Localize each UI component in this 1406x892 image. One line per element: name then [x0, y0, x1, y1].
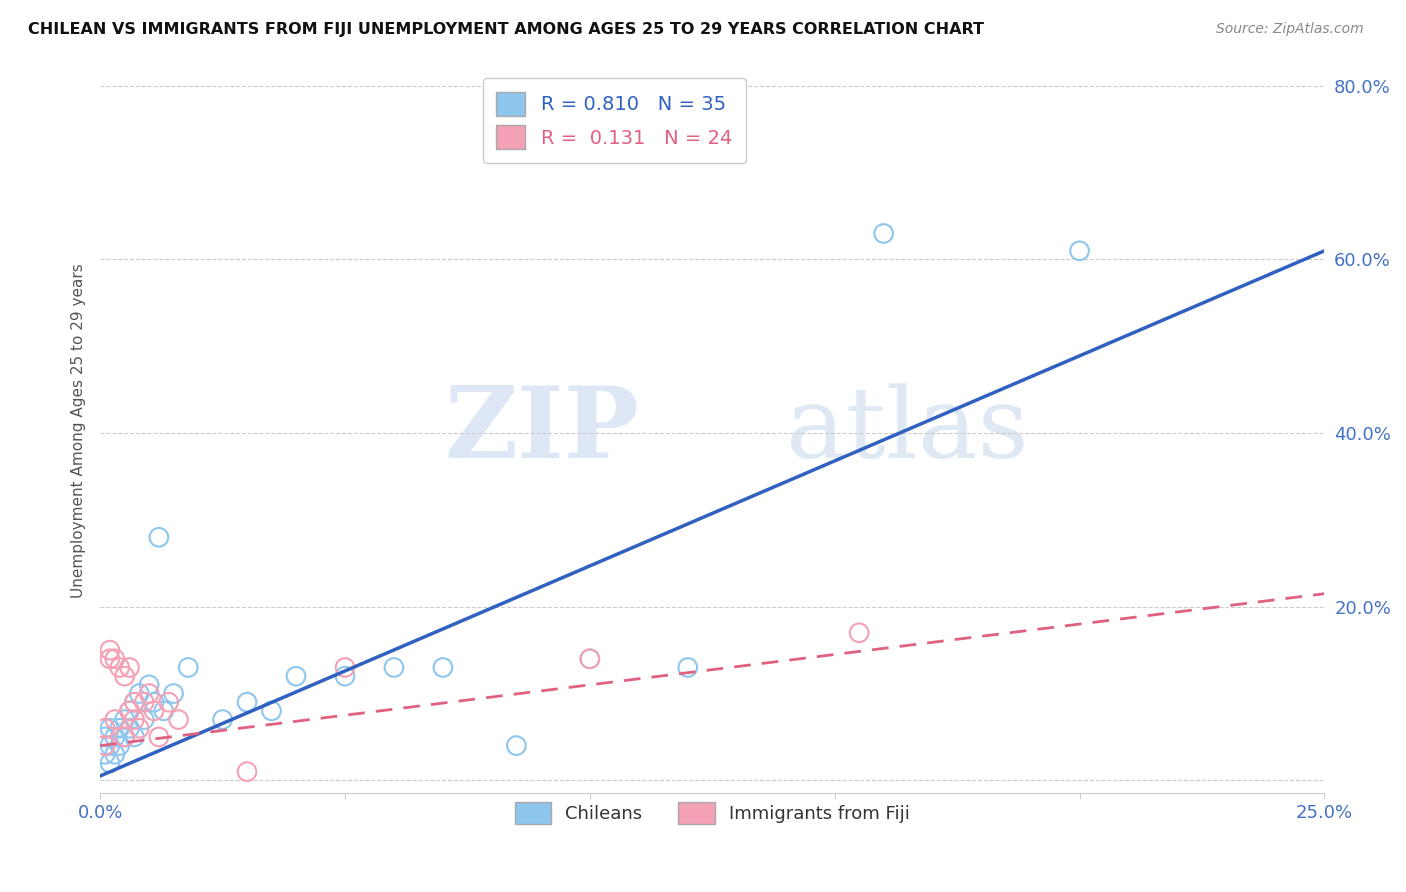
Point	[128, 686, 150, 700]
Point	[98, 643, 121, 657]
Point	[128, 721, 150, 735]
Point	[872, 227, 894, 241]
Point	[177, 660, 200, 674]
Point	[118, 704, 141, 718]
Point	[98, 756, 121, 770]
Point	[236, 764, 259, 779]
Point	[94, 747, 117, 762]
Point	[124, 695, 146, 709]
Point	[432, 660, 454, 674]
Text: CHILEAN VS IMMIGRANTS FROM FIJI UNEMPLOYMENT AMONG AGES 25 TO 29 YEARS CORRELATI: CHILEAN VS IMMIGRANTS FROM FIJI UNEMPLOY…	[28, 22, 984, 37]
Point	[143, 704, 166, 718]
Point	[138, 678, 160, 692]
Point	[124, 713, 146, 727]
Point	[579, 652, 602, 666]
Point	[124, 730, 146, 744]
Point	[104, 747, 127, 762]
Point	[118, 660, 141, 674]
Point	[104, 730, 127, 744]
Point	[104, 713, 127, 727]
Point	[162, 686, 184, 700]
Point	[124, 695, 146, 709]
Point	[138, 686, 160, 700]
Point	[152, 704, 174, 718]
Point	[333, 660, 356, 674]
Point	[157, 695, 180, 709]
Point	[108, 660, 131, 674]
Point	[676, 660, 699, 674]
Point	[848, 625, 870, 640]
Point	[285, 669, 308, 683]
Point	[98, 652, 121, 666]
Point	[118, 704, 141, 718]
Point	[114, 730, 136, 744]
Point	[114, 730, 136, 744]
Y-axis label: Unemployment Among Ages 25 to 29 years: Unemployment Among Ages 25 to 29 years	[72, 263, 86, 599]
Point	[148, 530, 170, 544]
Text: ZIP: ZIP	[444, 383, 638, 479]
Point	[108, 739, 131, 753]
Point	[104, 652, 127, 666]
Point	[148, 730, 170, 744]
Point	[94, 721, 117, 735]
Point	[167, 713, 190, 727]
Point	[114, 713, 136, 727]
Legend: Chileans, Immigrants from Fiji: Chileans, Immigrants from Fiji	[503, 791, 921, 835]
Point	[505, 739, 527, 753]
Point	[211, 713, 233, 727]
Point	[579, 652, 602, 666]
Point	[333, 669, 356, 683]
Text: atlas: atlas	[786, 383, 1028, 479]
Point	[260, 704, 283, 718]
Point	[134, 695, 156, 709]
Point	[134, 713, 156, 727]
Point	[98, 721, 121, 735]
Point	[98, 739, 121, 753]
Text: Source: ZipAtlas.com: Source: ZipAtlas.com	[1216, 22, 1364, 37]
Point	[94, 730, 117, 744]
Point	[1069, 244, 1091, 258]
Point	[94, 739, 117, 753]
Point	[236, 695, 259, 709]
Point	[382, 660, 405, 674]
Point	[118, 721, 141, 735]
Point	[108, 721, 131, 735]
Point	[114, 669, 136, 683]
Point	[143, 695, 166, 709]
